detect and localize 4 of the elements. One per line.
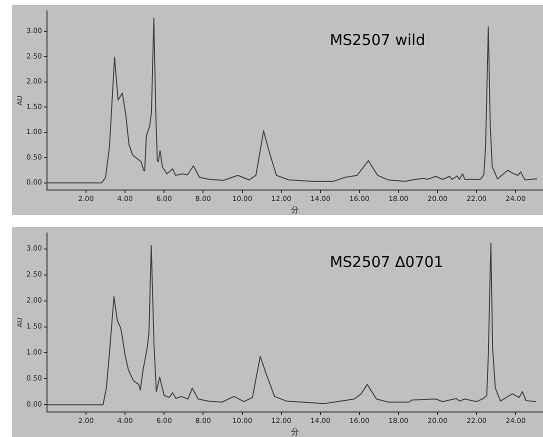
x-axis-title: 分 (290, 427, 299, 436)
text: MS2507 ∆0701 (330, 253, 444, 272)
x-axis-title: 分 (290, 205, 299, 214)
text: MS2507 wild (330, 31, 426, 50)
